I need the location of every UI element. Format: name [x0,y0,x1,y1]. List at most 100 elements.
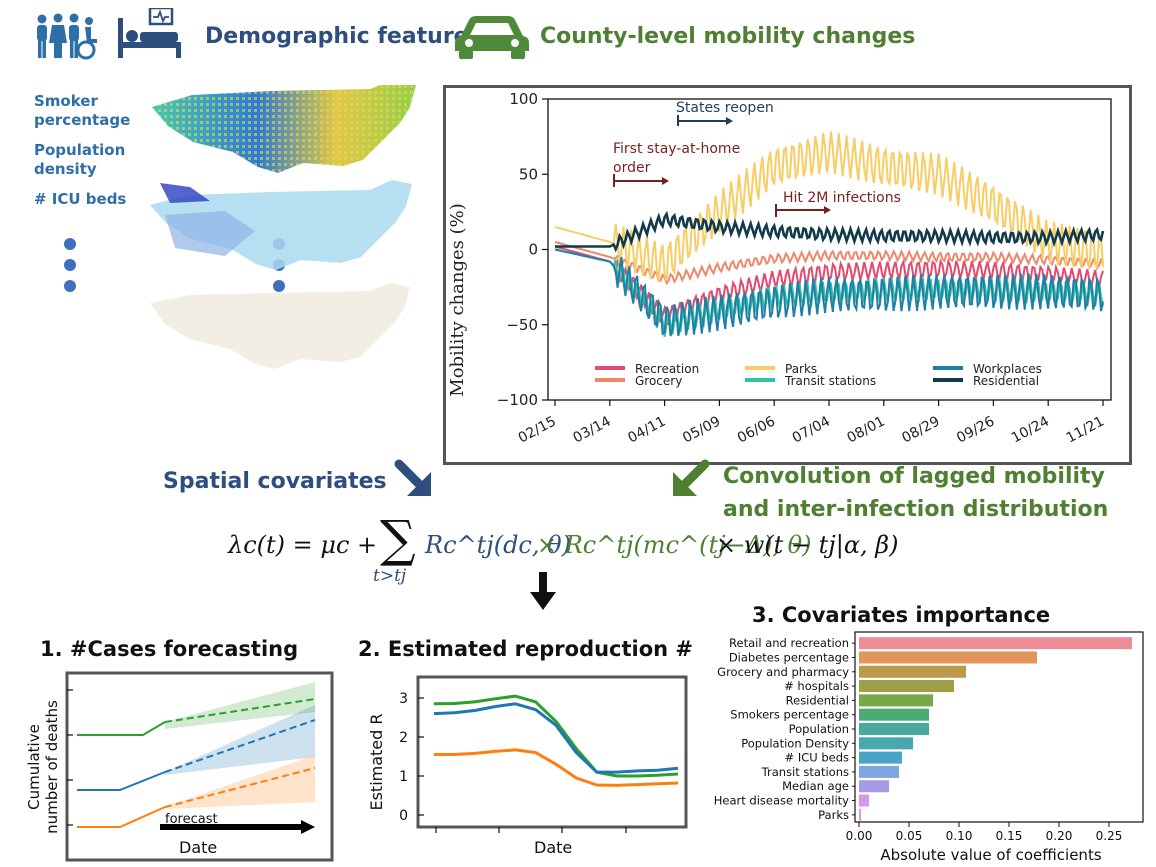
bar-category-label: # ICU beds [785,751,849,765]
mobility-xtick: 11/21 [1064,413,1107,446]
car-icon [455,16,529,59]
bar [859,637,1132,650]
legend-label: Transit stations [784,374,876,388]
map-label-smoker: Smoker percentage [34,92,131,129]
annotation-stay-at-home: First stay-at-home order [613,141,740,176]
r-series-line [433,694,679,778]
bar [859,780,889,793]
panel3-title: 3. Covariates importance [752,603,1051,627]
arrow-down-right-icon [394,459,431,496]
ellipsis-dots-icon [64,238,76,292]
bar [859,651,1037,664]
legend-label: Parks [785,362,817,376]
mobility-ytick: 50 [519,165,538,183]
arrow-down-icon [530,572,556,610]
demographic-title: Demographic features [205,24,482,49]
spatial-covariates-label: Spatial covariates [163,469,387,494]
mobility-chart-frame [443,85,1132,465]
mobility-ylabel: Mobility changes (%) [447,203,468,396]
forecast-chart: Cumulative number of deaths forecast [25,671,334,862]
panel1-title: 1. #Cases forecasting [40,637,299,661]
bar [859,665,966,678]
r-series-line [434,748,679,787]
mobility-ytick: 100 [509,90,538,108]
r-ytick: 1 [399,769,408,785]
mobility-ytick: 0 [528,241,538,259]
annotation-states-reopen: States reopen [676,100,774,116]
panel1-ylabel-1: Cumulative [25,724,43,810]
forecast-label: forecast [165,812,218,827]
panel3-xlabel: Absolute value of coefficients [880,846,1101,864]
bar-category-label: Transit stations [761,765,849,779]
mobility-xtick: 10/24 [1009,413,1052,446]
bar-category-label: Parks [818,808,849,822]
mobility-xtick: 08/29 [899,413,942,446]
panel2-title: 2. Estimated reproduction # [358,637,694,661]
bar [859,765,899,778]
bar [859,694,933,707]
bar-category-label: Population [789,722,849,736]
bar [859,708,929,721]
map-label-icu: # ICU beds [34,190,127,208]
bar [859,722,929,736]
map-label-density: Population density [34,141,126,178]
formula-sum-sub: t>tj [373,566,407,586]
bar-category-label: Heart disease mortality [714,794,849,808]
bar-category-label: Population Density [741,736,849,750]
legend-label: Workplaces [973,362,1042,376]
mobility-ytick: −100 [497,391,538,409]
legend-label: Residential [973,374,1039,388]
mobility-xtick: 06/06 [735,413,778,446]
arrow-down-left-icon [673,459,710,496]
mobility-plot-area [547,98,1112,401]
bar [859,808,861,821]
bar-category-label: Retail and recreation [729,636,849,650]
formula-term-mobility: × Rc^tj(mc^(tj−Δ), θ) [537,531,812,559]
mobility-series-line [554,248,1104,337]
mobility-xtick: 03/14 [571,413,614,446]
mobility-series-line [554,241,1104,286]
bar-category-label: Residential [786,693,849,707]
bar-category-label: Diabetes percentage [729,650,849,664]
mobility-xtick: 02/15 [516,413,559,446]
mobility-xtick: 09/26 [954,413,997,446]
bar [859,680,954,693]
bar-xtick: 0.20 [1046,829,1073,843]
mobility-chart: Mobility changes (%) 100 50 0 −50 −100 02/15… [447,90,1112,446]
sum-icon: ∑ [380,510,416,568]
legend-label: Recreation [635,362,699,376]
mobility-ytick: −50 [506,316,538,334]
bar-xtick: 0.00 [846,829,873,843]
mobility-xtick: 05/09 [680,413,723,446]
mobility-xtick: 04/11 [625,413,668,446]
bar [859,751,902,764]
r-ytick: 0 [399,808,408,824]
mobility-series-line [555,210,1105,253]
annotation-2m-infections: Hit 2M infections [783,190,901,206]
bar-category-label: Median age [782,779,849,793]
people-icon [37,13,97,60]
bar-category-label: # hospitals [784,679,849,693]
convolution-label: Convolution of lagged mobility and inter… [723,464,1109,522]
formula-term-spatial: Rc^tj(dc, θ) [425,531,571,559]
us-county-maps [150,85,416,369]
panel2-ylabel: Estimated R [367,713,386,810]
reproduction-chart: Estimated R 3 2 1 0 [367,675,688,833]
formula-lhs: λc(t) = μc + [228,531,378,559]
bar-category-label: Smokers percentage [730,708,849,722]
bar-category-label: Grocery and pharmacy [717,665,849,679]
panel1-xlabel: Date [179,838,218,857]
bar-xtick: 0.05 [896,829,923,843]
bar [859,794,869,807]
r-series-line [433,702,679,774]
mobility-xtick: 07/04 [790,413,833,446]
bar [859,737,913,750]
mobility-xtick: 08/01 [845,413,888,446]
r-ytick: 3 [399,691,408,707]
formula-term-serial: × w(t − tj|α, β) [716,531,899,559]
panel1-ylabel-2: number of deaths [43,700,61,834]
panel2-xlabel: Date [534,838,573,857]
bar-xtick: 0.10 [946,829,973,843]
hospital-bed-icon [118,8,181,58]
